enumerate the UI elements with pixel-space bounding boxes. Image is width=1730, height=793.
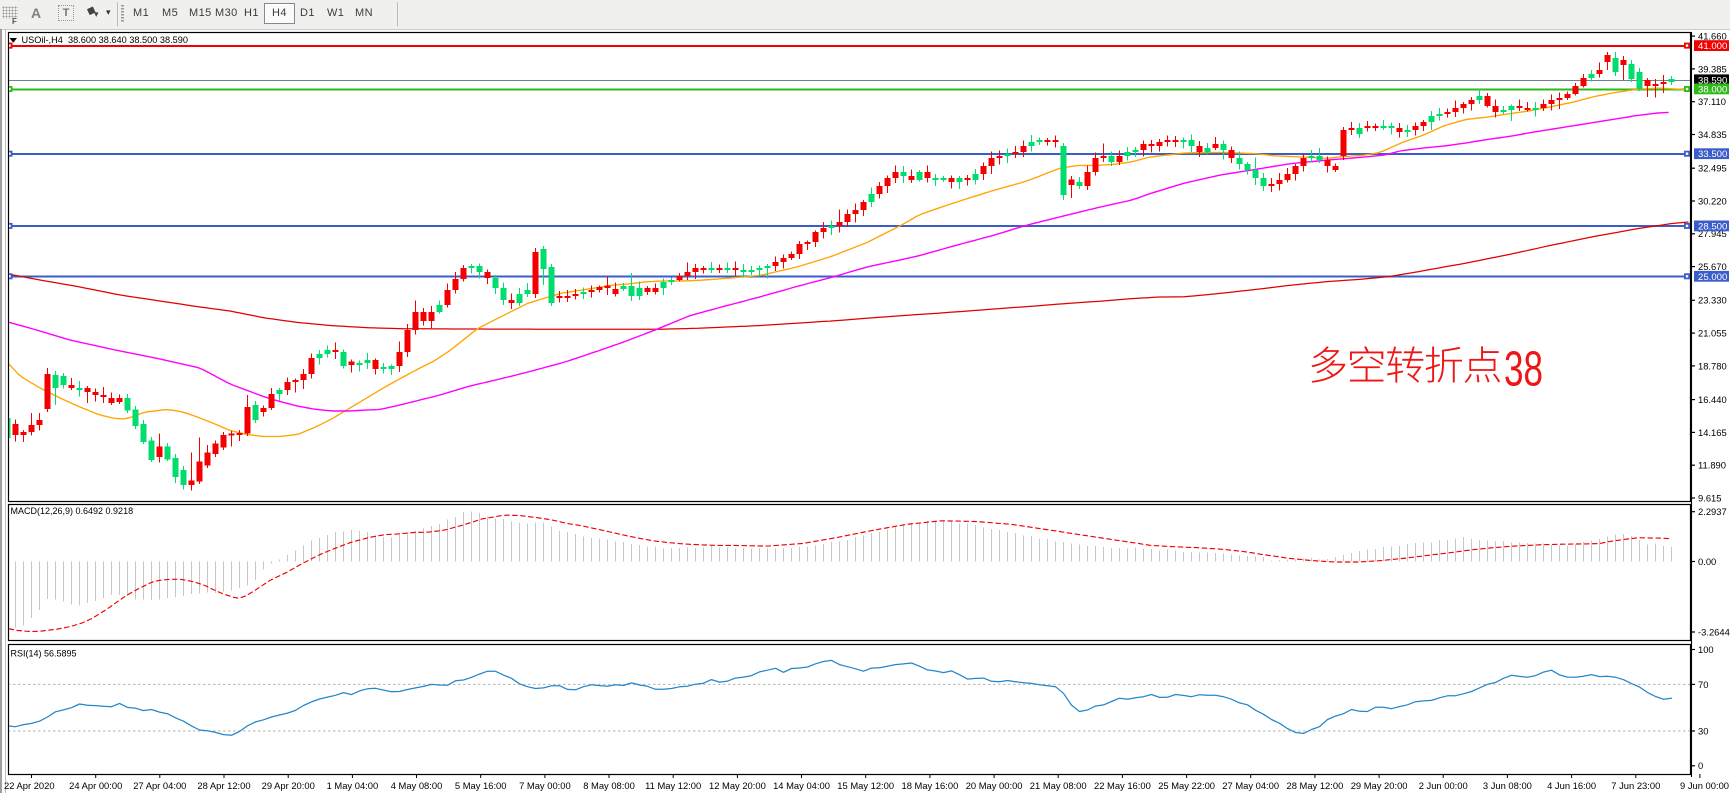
- svg-text:30.220: 30.220: [1698, 195, 1727, 206]
- svg-text:1 May 04:00: 1 May 04:00: [327, 780, 379, 791]
- svg-text:20 May 00:00: 20 May 00:00: [966, 780, 1023, 791]
- svg-text:18 May 16:00: 18 May 16:00: [901, 780, 958, 791]
- svg-text:25.000: 25.000: [1698, 272, 1727, 283]
- svg-text:14.165: 14.165: [1698, 427, 1727, 438]
- svg-text:25 May 22:00: 25 May 22:00: [1158, 780, 1215, 791]
- svg-text:5 May 16:00: 5 May 16:00: [455, 780, 507, 791]
- svg-text:38: 38: [1504, 343, 1543, 397]
- svg-text:38.590: 38.590: [1698, 75, 1727, 86]
- svg-text:15 May 12:00: 15 May 12:00: [837, 780, 894, 791]
- svg-text:41.660: 41.660: [1698, 31, 1727, 42]
- svg-text:70: 70: [1698, 679, 1708, 690]
- svg-text:0: 0: [1698, 760, 1703, 771]
- svg-text:0.00: 0.00: [1698, 556, 1716, 567]
- svg-text:38.000: 38.000: [1698, 84, 1727, 95]
- svg-text:22 May 16:00: 22 May 16:00: [1094, 780, 1151, 791]
- svg-text:27 Apr 04:00: 27 Apr 04:00: [133, 780, 186, 791]
- svg-text:100: 100: [1698, 644, 1714, 655]
- svg-text:27.945: 27.945: [1698, 228, 1727, 239]
- svg-text:-3.2644: -3.2644: [1698, 626, 1730, 637]
- svg-text:16.440: 16.440: [1698, 394, 1727, 405]
- svg-text:14 May 04:00: 14 May 04:00: [773, 780, 830, 791]
- svg-text:24 Apr 00:00: 24 Apr 00:00: [69, 780, 122, 791]
- svg-text:29 May 20:00: 29 May 20:00: [1351, 780, 1408, 791]
- svg-text:25.670: 25.670: [1698, 261, 1727, 272]
- svg-text:22 Apr 2020: 22 Apr 2020: [4, 780, 55, 791]
- svg-text:9 Jun 00:00: 9 Jun 00:00: [1680, 780, 1729, 791]
- svg-text:34.835: 34.835: [1698, 129, 1727, 140]
- svg-text:33.500: 33.500: [1698, 149, 1727, 160]
- svg-text:27 May 04:00: 27 May 04:00: [1222, 780, 1279, 791]
- svg-text:MACD(12,26,9) 0.6492 0.9218: MACD(12,26,9) 0.6492 0.9218: [11, 506, 134, 516]
- svg-text:18.780: 18.780: [1698, 360, 1727, 371]
- svg-text:28 Apr 12:00: 28 Apr 12:00: [197, 780, 250, 791]
- svg-text:12 May 20:00: 12 May 20:00: [709, 780, 766, 791]
- svg-text:7 May 00:00: 7 May 00:00: [519, 780, 571, 791]
- svg-text:41.000: 41.000: [1698, 41, 1727, 52]
- svg-text:28.500: 28.500: [1698, 221, 1727, 232]
- svg-text:28 May 12:00: 28 May 12:00: [1286, 780, 1343, 791]
- svg-text:21 May 08:00: 21 May 08:00: [1030, 780, 1087, 791]
- svg-text:3 Jun 08:00: 3 Jun 08:00: [1483, 780, 1532, 791]
- svg-text:USOil-,H4 38.600 38.640 38.50: USOil-,H4 38.600 38.640 38.500 38.590: [22, 35, 189, 45]
- svg-text:37.110: 37.110: [1698, 96, 1726, 107]
- svg-text:32.495: 32.495: [1698, 163, 1727, 174]
- svg-text:2 Jun 00:00: 2 Jun 00:00: [1419, 780, 1468, 791]
- svg-text:11.890: 11.890: [1698, 460, 1726, 471]
- svg-text:11 May 12:00: 11 May 12:00: [645, 780, 701, 791]
- svg-text:9.615: 9.615: [1698, 492, 1721, 503]
- svg-text:8 May 08:00: 8 May 08:00: [583, 780, 635, 791]
- svg-text:30: 30: [1698, 725, 1708, 736]
- svg-text:29 Apr 20:00: 29 Apr 20:00: [262, 780, 315, 791]
- svg-text:7 Jun 23:00: 7 Jun 23:00: [1611, 780, 1660, 791]
- svg-text:4 May 08:00: 4 May 08:00: [391, 780, 443, 791]
- svg-text:4 Jun 16:00: 4 Jun 16:00: [1547, 780, 1596, 791]
- svg-text:RSI(14) 56.5895: RSI(14) 56.5895: [11, 649, 77, 659]
- svg-text:2.2937: 2.2937: [1698, 506, 1727, 517]
- svg-text:39.385: 39.385: [1698, 63, 1727, 74]
- svg-text:23.330: 23.330: [1698, 295, 1727, 306]
- svg-text:21.055: 21.055: [1698, 328, 1727, 339]
